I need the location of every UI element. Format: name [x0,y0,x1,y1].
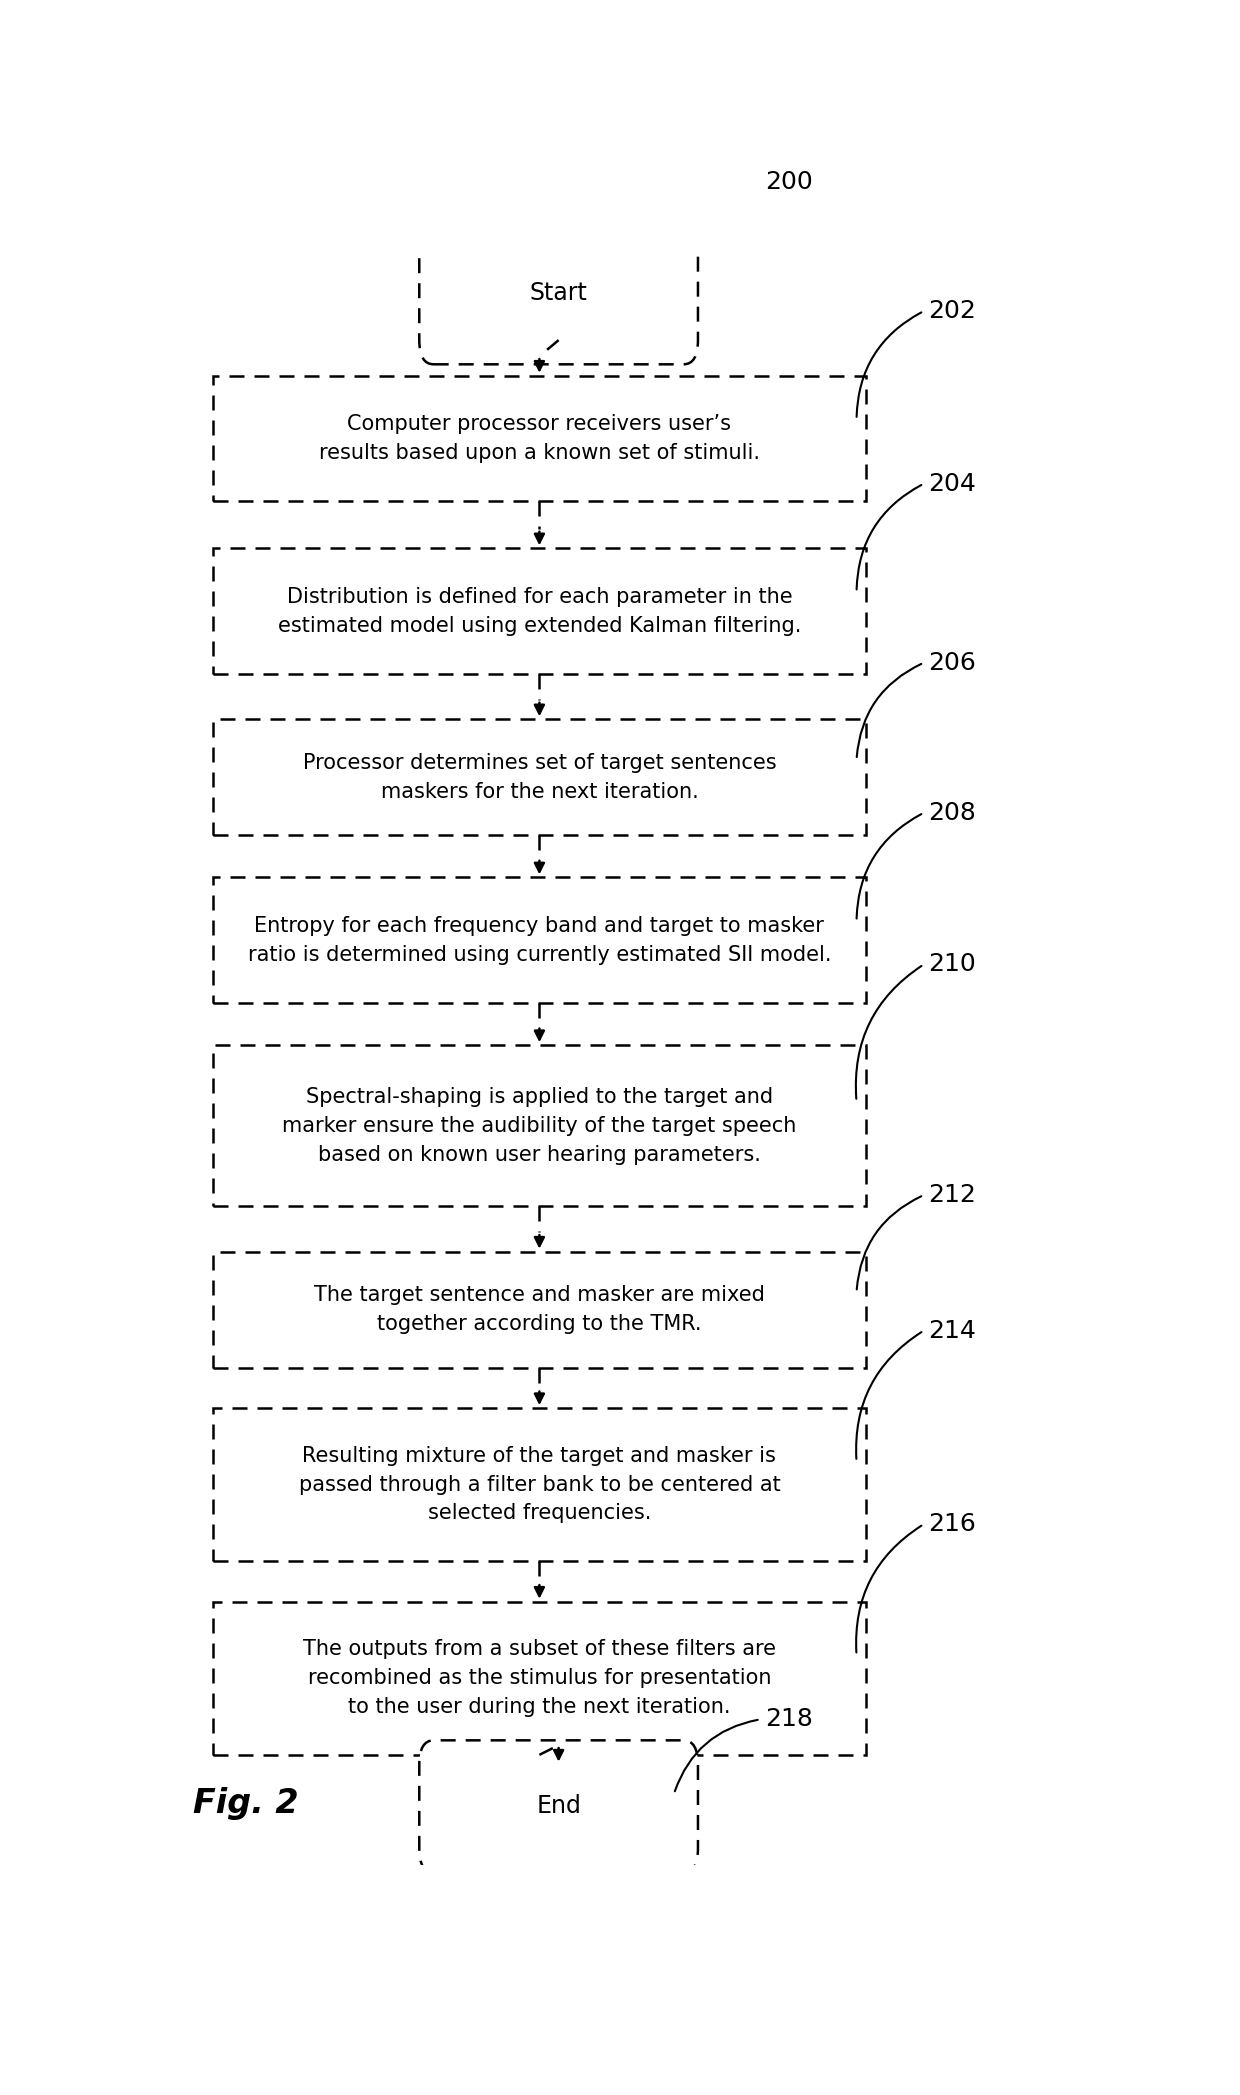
Text: 200: 200 [765,170,813,195]
Text: Start: Start [529,281,588,306]
Text: Processor determines set of target sentences
maskers for the next iteration.: Processor determines set of target sente… [303,752,776,802]
Text: 210: 210 [929,953,976,976]
Text: 212: 212 [929,1184,976,1207]
FancyBboxPatch shape [419,1741,698,1873]
Text: 202: 202 [929,300,976,323]
Text: Fig. 2: Fig. 2 [193,1787,299,1821]
Text: 206: 206 [929,652,976,675]
Text: 218: 218 [765,1707,813,1730]
FancyBboxPatch shape [213,878,866,1004]
FancyBboxPatch shape [213,375,866,501]
Text: The target sentence and masker are mixed
together according to the TMR.: The target sentence and masker are mixed… [314,1284,765,1335]
FancyBboxPatch shape [419,222,698,365]
FancyBboxPatch shape [213,1251,866,1368]
FancyBboxPatch shape [213,1601,866,1756]
FancyBboxPatch shape [213,1408,866,1561]
Text: End: End [536,1795,582,1818]
Text: 214: 214 [929,1318,976,1343]
Text: Resulting mixture of the target and masker is
passed through a filter bank to be: Resulting mixture of the target and mask… [299,1446,780,1523]
Text: The outputs from a subset of these filters are
recombined as the stimulus for pr: The outputs from a subset of these filte… [303,1640,776,1718]
FancyBboxPatch shape [213,719,866,836]
Text: Entropy for each frequency band and target to masker
ratio is determined using c: Entropy for each frequency band and targ… [248,916,831,964]
Text: Distribution is defined for each parameter in the
estimated model using extended: Distribution is defined for each paramet… [278,587,801,635]
Text: Spectral-shaping is applied to the target and
marker ensure the audibility of th: Spectral-shaping is applied to the targe… [283,1087,796,1165]
Text: 208: 208 [929,800,976,825]
FancyBboxPatch shape [213,549,866,675]
FancyBboxPatch shape [213,1045,866,1207]
Text: Computer processor receivers user’s
results based upon a known set of stimuli.: Computer processor receivers user’s resu… [319,415,760,463]
Text: 216: 216 [929,1513,976,1536]
Text: 204: 204 [929,471,976,497]
